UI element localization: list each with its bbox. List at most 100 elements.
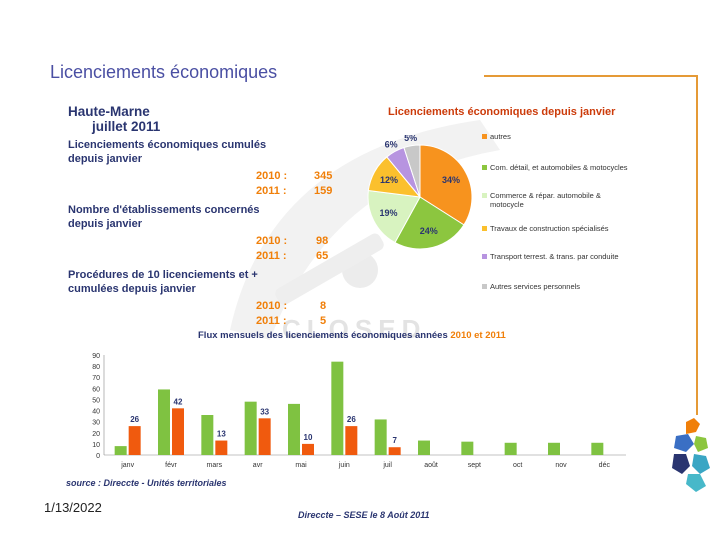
x-tick-label: janv: [120, 462, 134, 469]
bar-chart-title-prefix: Flux mensuels des licenciements économiq…: [198, 330, 448, 341]
stat-3-year2-label: 2011 :: [256, 315, 287, 327]
frame-line-top: [484, 75, 698, 77]
bar-data-label: 33: [260, 407, 269, 416]
legend-label: Transport terrest. & trans. par conduite: [490, 252, 619, 261]
bar-2010: [504, 442, 517, 455]
bar-data-label: 26: [347, 415, 356, 424]
stat-2-year2-label: 2011 :: [256, 250, 287, 262]
slide-date: 1/13/2022: [44, 500, 102, 515]
y-tick-label: 90: [92, 353, 100, 360]
slide-footer: Direccte – SESE le 8 Août 2011: [298, 510, 430, 520]
legend-swatch: [482, 193, 487, 198]
bar-chart: 0 10 20 30 40 50 60 70 80 90 26 janv 42 févr 13 mars 33 a…: [92, 353, 626, 469]
pie-chart-title: Licenciements économiques depuis janvier: [388, 106, 616, 118]
legend-swatch: [482, 134, 487, 139]
stat-1-year1-value: 345: [314, 170, 333, 182]
pie-slice: [394, 196, 465, 250]
y-tick-label: 40: [92, 409, 100, 416]
y-tick-label: 50: [92, 397, 100, 404]
x-tick-label: mars: [207, 462, 223, 469]
legend-label-line2: motocycle: [490, 200, 524, 209]
pie-chart: 34% 24% 19% 12% 6% 5%: [367, 135, 473, 250]
pie-slice-label: 19%: [379, 208, 397, 218]
legend-label: Com. détail, et automobiles & motocycles: [490, 163, 628, 172]
stat-1-year2-label: 2011 :: [256, 185, 287, 197]
bar-2011: [388, 447, 401, 455]
x-tick-label: sept: [468, 462, 481, 469]
legend-label: Commerce & répar. automobile &: [490, 191, 601, 200]
stat-2-year1-value: 98: [316, 235, 329, 247]
stat-3-label-line2: cumulées depuis janvier: [68, 283, 196, 295]
bar-2010: [201, 415, 214, 455]
stat-1-year2-value: 159: [314, 185, 333, 197]
pie-slice: [367, 189, 421, 244]
x-tick-label: févr: [165, 462, 177, 469]
bar-2010: [374, 419, 387, 455]
region-map-logo: [672, 418, 710, 492]
x-tick-label: juin: [338, 462, 350, 469]
x-tick-label: juil: [382, 462, 392, 469]
pie-slice-label: 34%: [442, 175, 460, 185]
bar-data-label: 10: [304, 433, 313, 442]
frame-line-right: [696, 75, 698, 415]
stat-3-year1-value: 8: [320, 300, 327, 312]
y-tick-label: 10: [92, 442, 100, 449]
bar-2010: [288, 403, 300, 455]
x-tick-label: nov: [555, 462, 567, 469]
bar-chart-title: Flux mensuels des licenciements économiq…: [198, 330, 506, 341]
pie-slice-label: 5%: [404, 135, 417, 143]
watermark-text: CLOSED: [282, 314, 426, 344]
legend-swatch: [482, 284, 487, 289]
legend-swatch: [482, 165, 487, 170]
x-tick-label: avr: [253, 462, 263, 469]
stat-3-year2-value: 5: [320, 315, 327, 327]
stat-2-year1-label: 2010 :: [256, 235, 288, 247]
legend-swatch: [482, 226, 487, 231]
x-tick-label: oct: [513, 462, 522, 469]
bar-chart-title-years: 2010 et 2011: [450, 330, 506, 341]
x-tick-label: août: [424, 462, 438, 469]
bar-2011: [258, 418, 271, 455]
stat-2-label-line2: depuis janvier: [68, 218, 142, 230]
bar-2010: [244, 401, 257, 455]
y-tick-label: 0: [96, 453, 100, 460]
y-tick-label: 20: [92, 431, 100, 438]
stat-2-year2-value: 65: [316, 250, 329, 262]
x-tick-label: déc: [599, 462, 611, 469]
bar-data-label: 42: [174, 397, 183, 406]
bar-data-label: 13: [217, 430, 226, 439]
y-tick-label: 80: [92, 364, 100, 371]
x-tick-label: mai: [295, 462, 307, 469]
bar-2011: [302, 443, 314, 455]
bar-2010: [548, 442, 560, 455]
region-period: juillet 2011: [92, 119, 161, 134]
bar-2010: [418, 440, 430, 455]
bar-2010: [158, 389, 170, 455]
slide-title: Licenciements économiques: [50, 62, 278, 82]
watermark-graphic: CLOSED: [230, 120, 500, 344]
legend-label: Autres services personnels: [490, 282, 581, 291]
bar-data-label: 7: [392, 436, 397, 445]
y-tick-label: 30: [92, 420, 100, 427]
pie-slice: [403, 144, 421, 198]
stat-3-year1-label: 2010 :: [256, 300, 288, 312]
bar-2011: [128, 426, 141, 455]
pie-slice-label: 24%: [420, 226, 438, 236]
bar-2011: [215, 440, 228, 455]
stat-1-year1-label: 2010 :: [256, 170, 288, 182]
bar-2011: [345, 426, 358, 455]
pie-slice-label: 12%: [380, 175, 398, 185]
region-name: Haute-Marne: [68, 104, 150, 119]
bar-2010: [591, 442, 604, 455]
bar-2010: [114, 446, 127, 455]
bar-2010: [461, 441, 474, 455]
bar-2010: [331, 361, 344, 455]
pie-legend: autres Com. détail, et automobiles & moto…: [480, 128, 680, 298]
legend-label: Travaux de construction spécialisés: [490, 224, 609, 233]
stat-1-label-line1: Licenciements économiques cumulés: [68, 139, 267, 151]
bar-2011: [172, 408, 184, 455]
bar-data-label: 26: [130, 415, 139, 424]
stat-3-label-line1: Procédures de 10 licenciements et +: [68, 269, 258, 281]
legend-swatch: [482, 254, 487, 259]
pie-slice-label: 6%: [385, 139, 398, 149]
